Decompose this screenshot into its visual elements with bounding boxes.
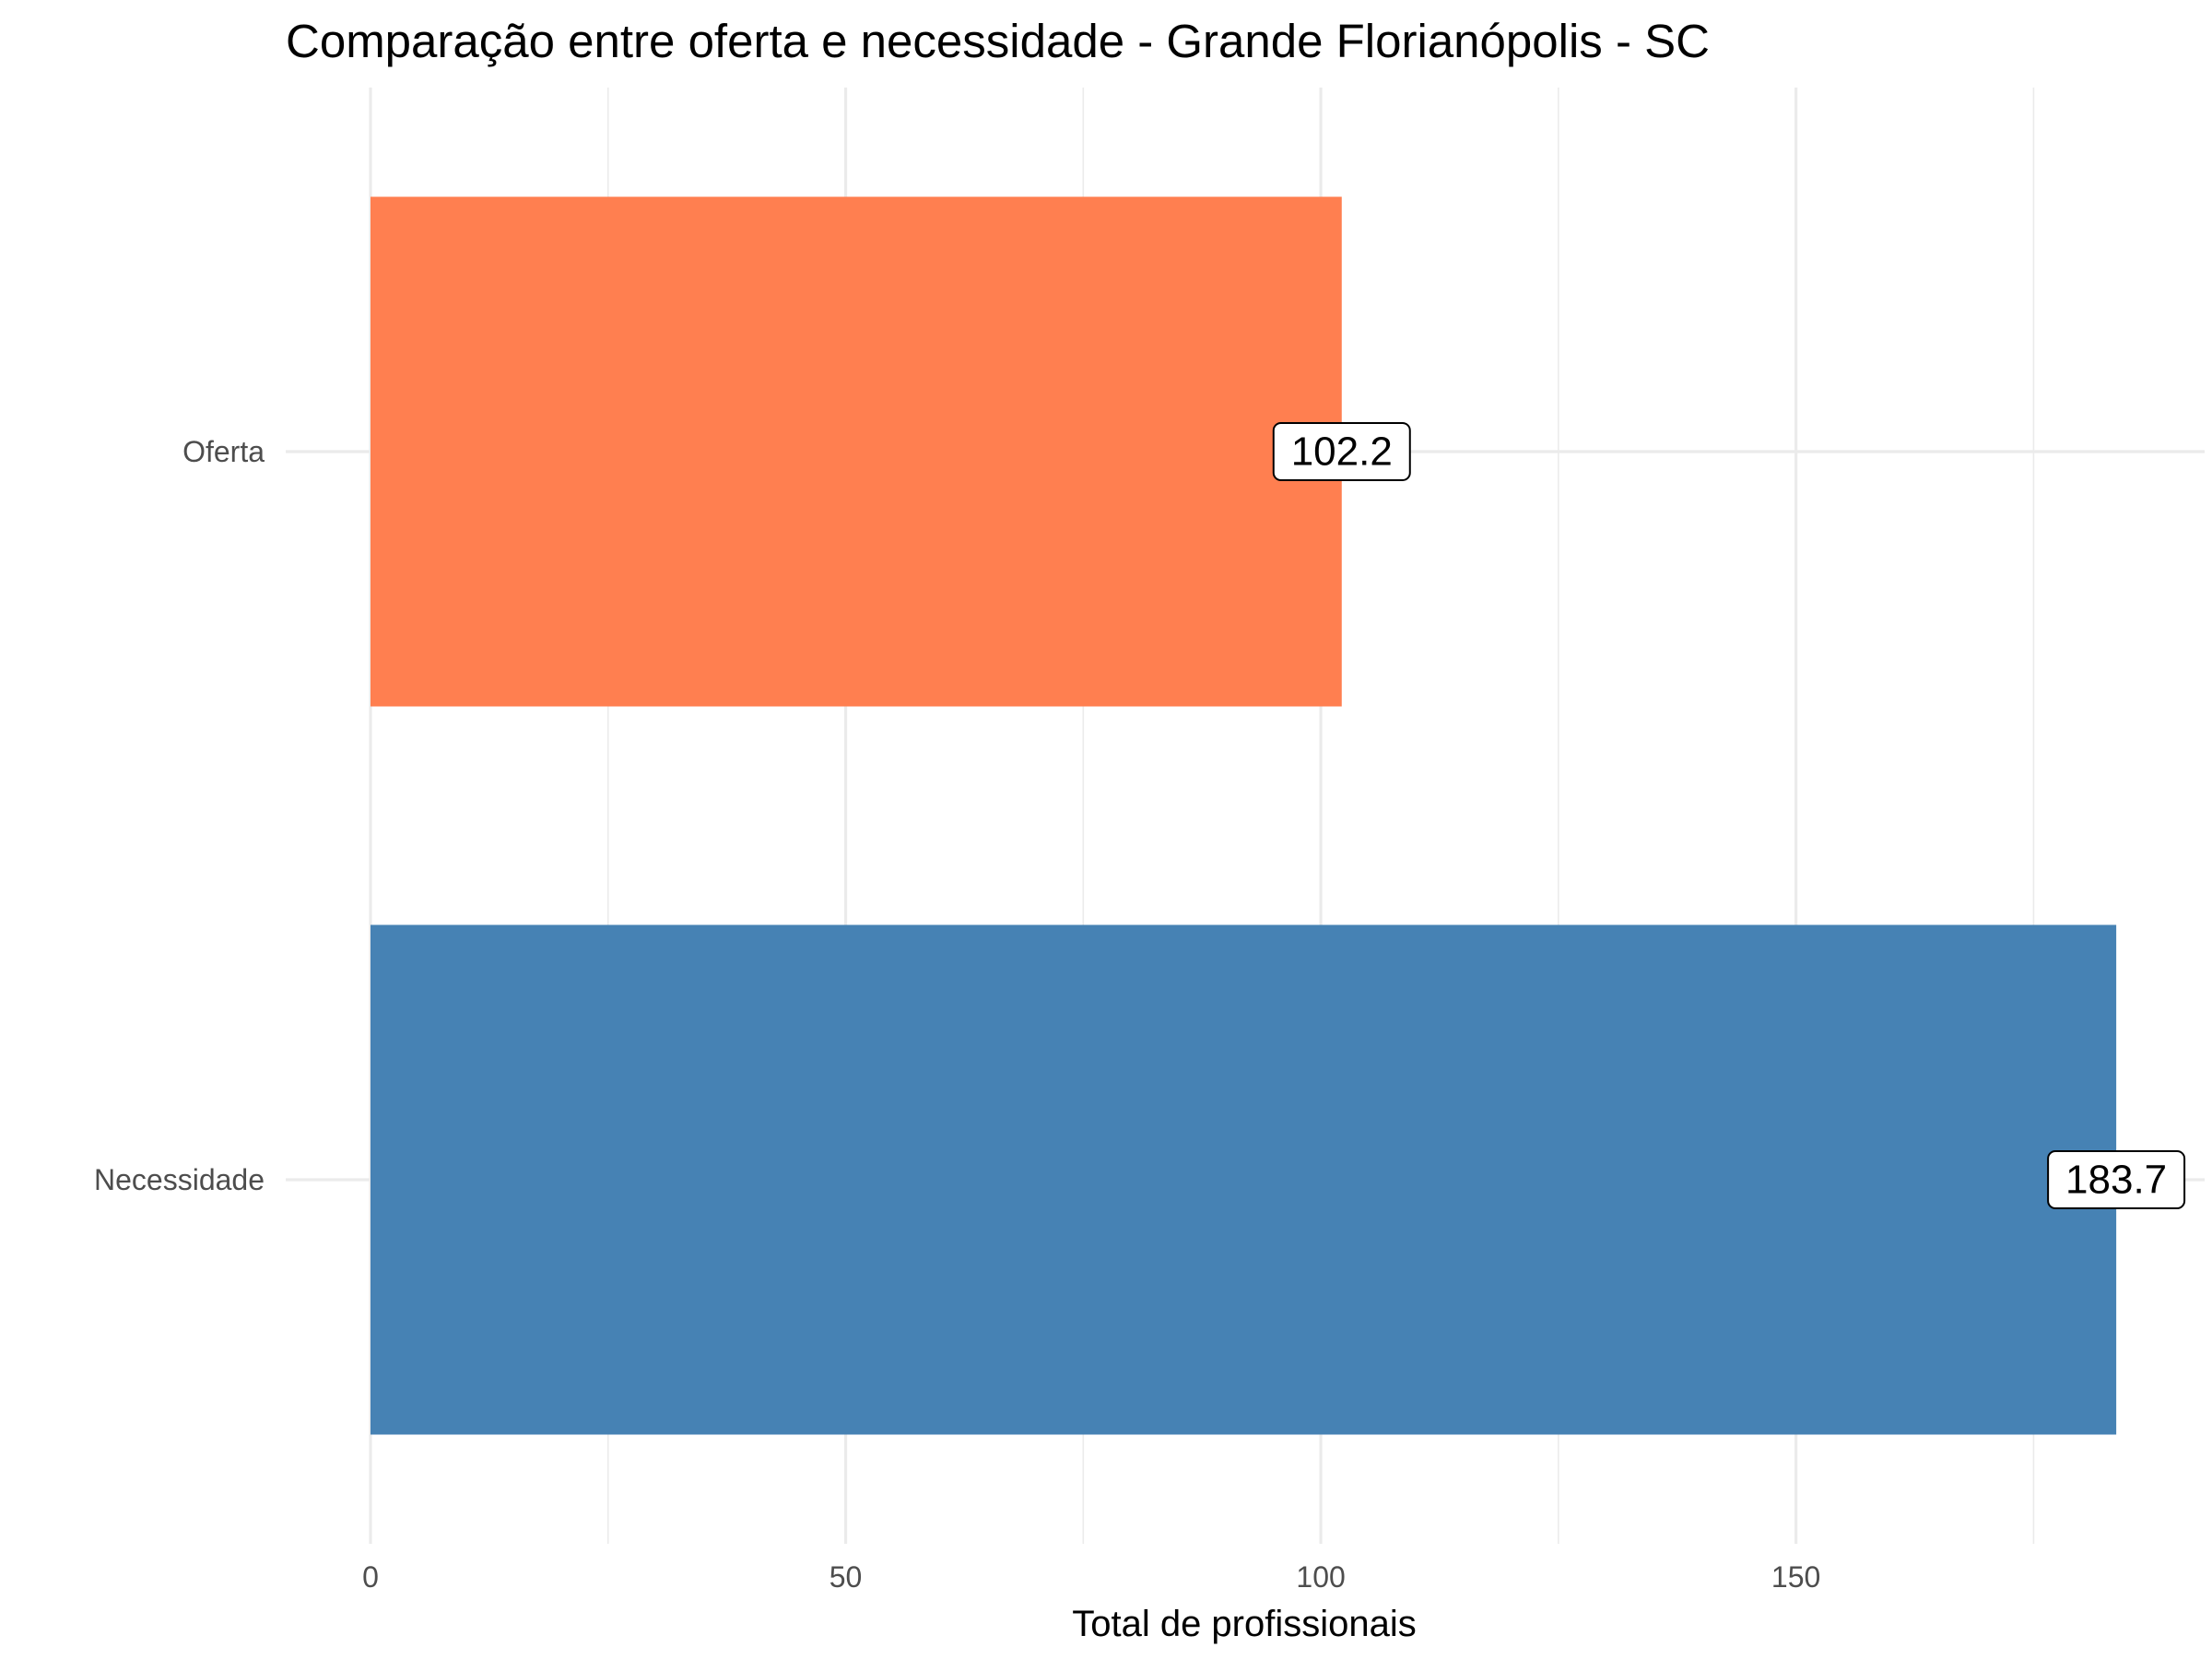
chart-title: Comparação entre oferta e necessidade - … bbox=[286, 15, 1710, 67]
value-label-box bbox=[1272, 422, 1411, 481]
x-tick-label: 0 bbox=[362, 1560, 379, 1594]
x-tick-label: 50 bbox=[830, 1560, 863, 1594]
value-label-oferta: 102.2 bbox=[1272, 422, 1411, 481]
value-labels: 102.2 183.7 bbox=[1272, 422, 2186, 1209]
y-tick-label-oferta: Oferta bbox=[182, 435, 265, 468]
x-axis: 0 50 100 150 bbox=[362, 1560, 1820, 1594]
value-label-text: 183.7 bbox=[2065, 1158, 2167, 1203]
x-axis-title: Total de profissionais bbox=[1072, 1604, 1417, 1644]
x-tick-label: 100 bbox=[1296, 1560, 1345, 1594]
bar-necessidade bbox=[371, 924, 2117, 1435]
x-tick-label: 150 bbox=[1771, 1560, 1820, 1594]
value-label-necessidade: 183.7 bbox=[2047, 1150, 2186, 1209]
value-label-text: 102.2 bbox=[1291, 429, 1393, 475]
y-axis: Oferta Necessidade bbox=[94, 435, 265, 1196]
bars bbox=[371, 196, 2117, 1435]
y-tick-label-necessidade: Necessidade bbox=[94, 1163, 265, 1196]
value-label-box bbox=[2047, 1150, 2186, 1209]
bar-oferta bbox=[371, 196, 1342, 707]
